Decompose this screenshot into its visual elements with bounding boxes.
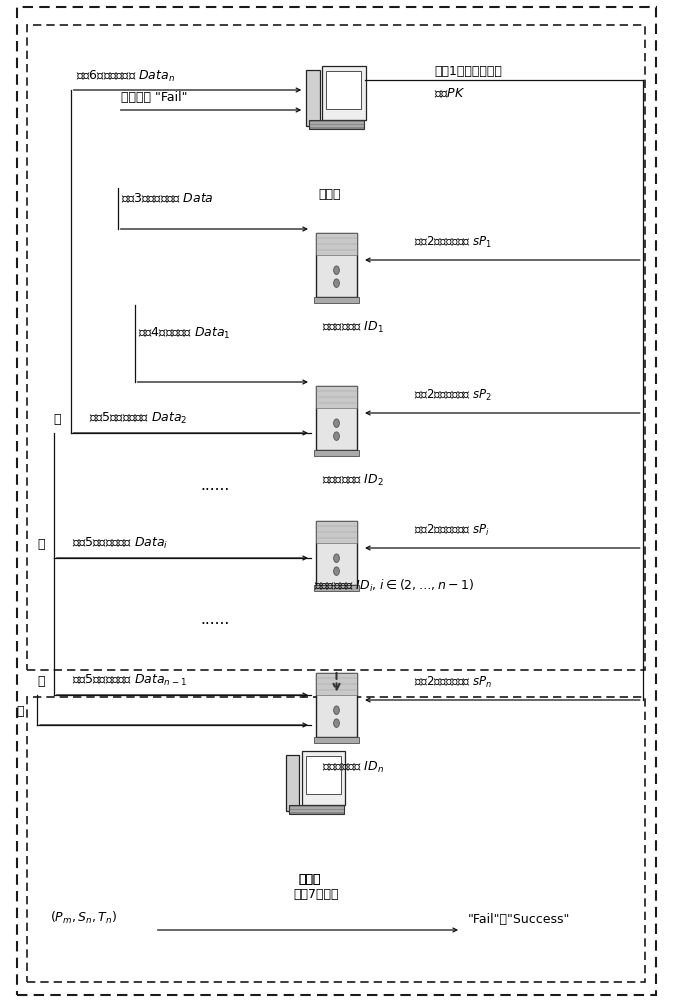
Bar xyxy=(302,751,345,805)
Text: 步骤2：分发秘密值 $sP_2$: 步骤2：分发秘密值 $sP_2$ xyxy=(414,388,492,403)
Bar xyxy=(306,70,320,126)
Text: 或: 或 xyxy=(37,675,44,688)
Bar xyxy=(322,66,365,120)
Text: $(P_m,S_n,T_n)$: $(P_m,S_n,T_n)$ xyxy=(50,910,118,926)
Bar xyxy=(316,233,357,255)
Circle shape xyxy=(334,419,339,427)
Text: 认证失败 "Fail": 认证失败 "Fail" xyxy=(121,91,188,104)
Bar xyxy=(310,120,363,129)
Text: 步骤5：发出数据包 $Data_i$: 步骤5：发出数据包 $Data_i$ xyxy=(72,536,168,551)
Bar xyxy=(289,810,343,812)
Bar xyxy=(286,755,299,811)
Text: 末端网络设备 $ID_n$: 末端网络设备 $ID_n$ xyxy=(322,760,384,775)
Text: 步骤2：分发秘密值 $sP_n$: 步骤2：分发秘密值 $sP_n$ xyxy=(414,675,492,690)
Bar xyxy=(316,521,357,543)
Bar xyxy=(326,71,361,109)
Bar xyxy=(306,756,341,794)
Bar xyxy=(310,124,363,125)
Text: 控制器: 控制器 xyxy=(298,873,321,886)
Bar xyxy=(316,673,357,737)
Bar xyxy=(314,297,359,303)
Text: 或: 或 xyxy=(54,413,61,426)
Text: 公钥$PK$: 公钥$PK$ xyxy=(434,87,466,100)
Text: 步骤5：发出数据包 $Data_{n-1}$: 步骤5：发出数据包 $Data_{n-1}$ xyxy=(72,673,187,688)
Bar xyxy=(316,673,357,695)
Bar xyxy=(310,125,363,127)
Text: ......: ...... xyxy=(201,478,230,493)
Bar xyxy=(314,585,359,591)
Circle shape xyxy=(334,554,339,562)
Bar xyxy=(289,805,343,814)
Text: 步骤2：分发秘密值 $sP_i$: 步骤2：分发秘密值 $sP_i$ xyxy=(414,523,490,538)
Text: 步骤5：发出数据包 $Data_2$: 步骤5：发出数据包 $Data_2$ xyxy=(89,411,187,426)
Bar xyxy=(289,807,343,809)
Circle shape xyxy=(334,706,339,714)
Bar xyxy=(316,233,357,297)
Bar xyxy=(316,521,357,585)
Bar xyxy=(316,386,357,450)
Text: 中间网络设备 $ID_i$, $i\in(2,\ldots,n-1)$: 中间网络设备 $ID_i$, $i\in(2,\ldots,n-1)$ xyxy=(314,578,474,594)
Bar xyxy=(310,120,363,122)
Circle shape xyxy=(334,432,339,440)
Text: 控制器: 控制器 xyxy=(298,873,321,886)
Text: 或: 或 xyxy=(17,705,24,718)
Text: 步骤3：发出数据包 $Data$: 步骤3：发出数据包 $Data$ xyxy=(121,192,214,205)
Bar xyxy=(314,450,359,456)
Bar xyxy=(314,737,359,743)
Bar xyxy=(316,386,357,408)
Text: 步骤4发出数据包 $Data_1$: 步骤4发出数据包 $Data_1$ xyxy=(138,326,231,341)
Text: 控制器: 控制器 xyxy=(318,188,341,201)
Circle shape xyxy=(334,567,339,575)
Text: "Fail"或"Success": "Fail"或"Success" xyxy=(468,913,570,926)
Text: 步骤2：分发秘密值 $sP_1$: 步骤2：分发秘密值 $sP_1$ xyxy=(414,235,492,250)
Text: 或: 或 xyxy=(37,538,44,551)
Text: 步骤6：发出数据包 $Data_n$: 步骤6：发出数据包 $Data_n$ xyxy=(76,69,175,84)
Circle shape xyxy=(334,279,339,287)
Text: 步骤7：验证: 步骤7：验证 xyxy=(293,888,339,901)
Bar xyxy=(310,122,363,124)
Text: ......: ...... xyxy=(201,611,230,626)
Bar xyxy=(289,812,343,814)
Bar xyxy=(289,809,343,810)
Bar xyxy=(310,127,363,129)
Text: 初始网络设备 $ID_1$: 初始网络设备 $ID_1$ xyxy=(322,320,384,335)
Text: 步骤1：生成并公布: 步骤1：生成并公布 xyxy=(434,65,502,78)
Circle shape xyxy=(334,719,339,727)
Text: 中间网络设备 $ID_2$: 中间网络设备 $ID_2$ xyxy=(322,473,384,488)
Circle shape xyxy=(334,266,339,274)
Bar xyxy=(289,805,343,807)
